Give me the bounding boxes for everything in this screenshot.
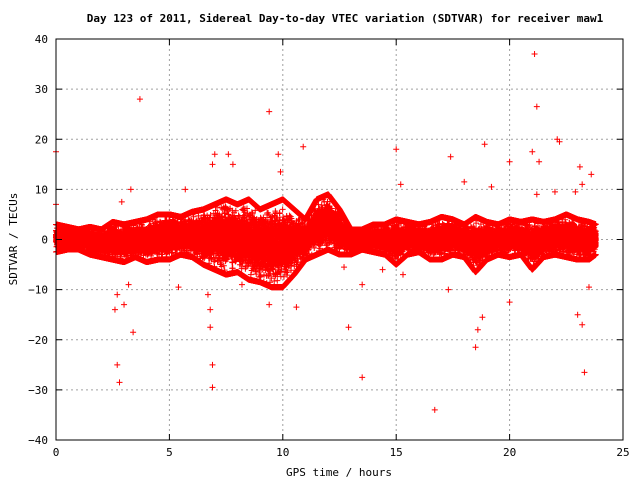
chart-title: Day 123 of 2011, Sidereal Day-to-day VTE… — [87, 12, 604, 25]
data-points — [53, 51, 599, 413]
